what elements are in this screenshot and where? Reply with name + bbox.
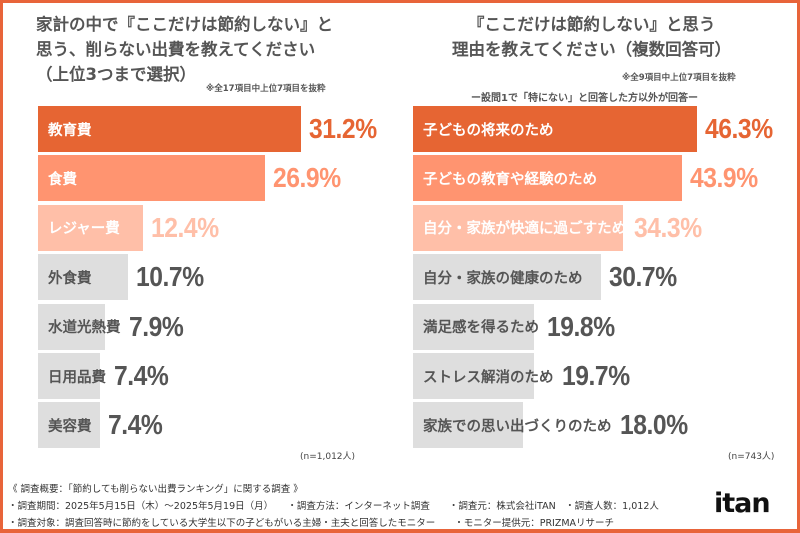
bar-label: 日用品費 [48,369,106,386]
bar [413,402,524,449]
value-label: 10.7% [136,261,204,293]
bar-row: 日用品費 7.4% [38,353,176,399]
value-label: 18.0% [619,409,688,441]
bar [38,204,143,251]
bar [413,204,624,251]
bar [38,155,265,202]
bar-row: 家族での思い出づくりのため 18.0% [413,402,696,449]
bar [38,303,105,350]
value-label: 34.3% [634,211,702,243]
left-bar-chart: 教育費 31.2% 食費 26.9% レジャー費 12.4% 外食費 10.7% 水道光熱費 7.… [38,106,378,456]
right-note: ※全9項目中上位7項目を抜粋 [622,73,736,83]
bar-row: 美容費 7.4% [38,402,170,449]
value-label: 43.9% [690,162,758,194]
bar-label: 外食費 [48,270,92,287]
bar [38,254,129,301]
value-label: 7.4% [114,360,169,391]
bar [38,402,101,449]
bar-row: 水道光熱費 7.9% [38,303,190,350]
bar-label: 家族での思い出づくりのため [423,418,612,435]
bar-label: 自分・家族の健康のため [423,270,583,287]
bar [413,155,683,202]
left-sample-size: (n=1,012人) [300,452,356,462]
right-subnote: ー設問1で「特にない」と回答した方以外が回答ー [471,93,698,104]
bar-row: 子どもの教育や経験のため 43.9% [413,155,767,202]
left-title-line: 家計の中で『ここだけは節約しない』と [36,15,333,34]
bar-label: 満足感を得るため [423,320,539,337]
left-note: ※全17項目中上位7項目を抜粋 [206,84,326,94]
bar-row: 外食費 10.7% [38,254,213,301]
right-title-line: 『ここだけは節約しない』と思う [467,15,716,34]
bar-row: 満足感を得るため 19.8% [413,303,624,350]
value-label: 31.2% [309,113,377,144]
right-sample-size: (n=743人) [728,452,775,462]
bar-row: 自分・家族が快適に過ごすため 34.3% [413,204,711,251]
footer-summary: 《 調査概要：「節約しても削らない出費ランキング」に関する調査 》 [8,484,303,495]
value-label: 26.9% [272,162,341,194]
bar [413,303,535,350]
right-title-line: 理由を教えてください（複数回答可） [452,40,732,59]
right-title: 『ここだけは節約しない』と思う 理由を教えてください（複数回答可） [452,12,731,62]
value-label: 19.8% [547,310,615,342]
left-title: 家計の中で『ここだけは節約しない』と 思う、削らない出費を教えてください （上位… [36,12,333,87]
bar-label: 自分・家族が快適に過ごすため [423,221,627,238]
bar-label: 子どもの教育や経験のため [423,171,597,188]
bar-label: ストレス解消のため [423,369,554,386]
footer-period: ・調査期間：2025年5月15日（木）～2025年5月19日（月） ・調査方法：… [8,501,659,512]
bar-label: 水道光熱費 [48,320,121,337]
bar-row: 自分・家族の健康のため 30.7% [413,254,686,301]
bar-row: 子どもの将来のため 46.3% [413,106,782,152]
bar [413,254,602,301]
left-title-line: 思う、削らない出費を教えてください [36,40,316,59]
bar-row: 教育費 31.2% [38,106,386,152]
bar-row: ストレス解消のため 19.7% [413,353,638,399]
bar-row: レジャー費 12.4% [38,204,227,251]
bar [38,106,302,152]
bar-label: 子どもの将来のため [423,122,554,139]
left-title-line: （上位3つまで選択） [36,65,196,84]
value-label: 46.3% [704,113,773,144]
value-label: 12.4% [150,211,219,243]
bar-row: 食費 26.9% [38,155,350,202]
itan-logo: itan [714,488,771,519]
bar-label: レジャー費 [48,221,120,238]
right-bar-chart: 子どもの将来のため 46.3% 子どもの教育や経験のため 43.9% 自分・家族が快適に… [413,106,783,456]
bar-label: 教育費 [48,122,92,139]
value-label: 30.7% [609,261,677,293]
footer-target: ・調査対象：調査回答時に節約をしている大学生以下の子どもがいる主婦・主夫と回答し… [8,518,615,529]
bar [413,106,697,152]
value-label: 7.9% [128,310,184,342]
bar-label: 美容費 [48,418,92,435]
value-label: 7.4% [108,409,163,441]
bar [38,353,101,399]
bar [413,353,534,399]
value-label: 19.7% [561,360,630,391]
bar-label: 食費 [48,171,77,188]
